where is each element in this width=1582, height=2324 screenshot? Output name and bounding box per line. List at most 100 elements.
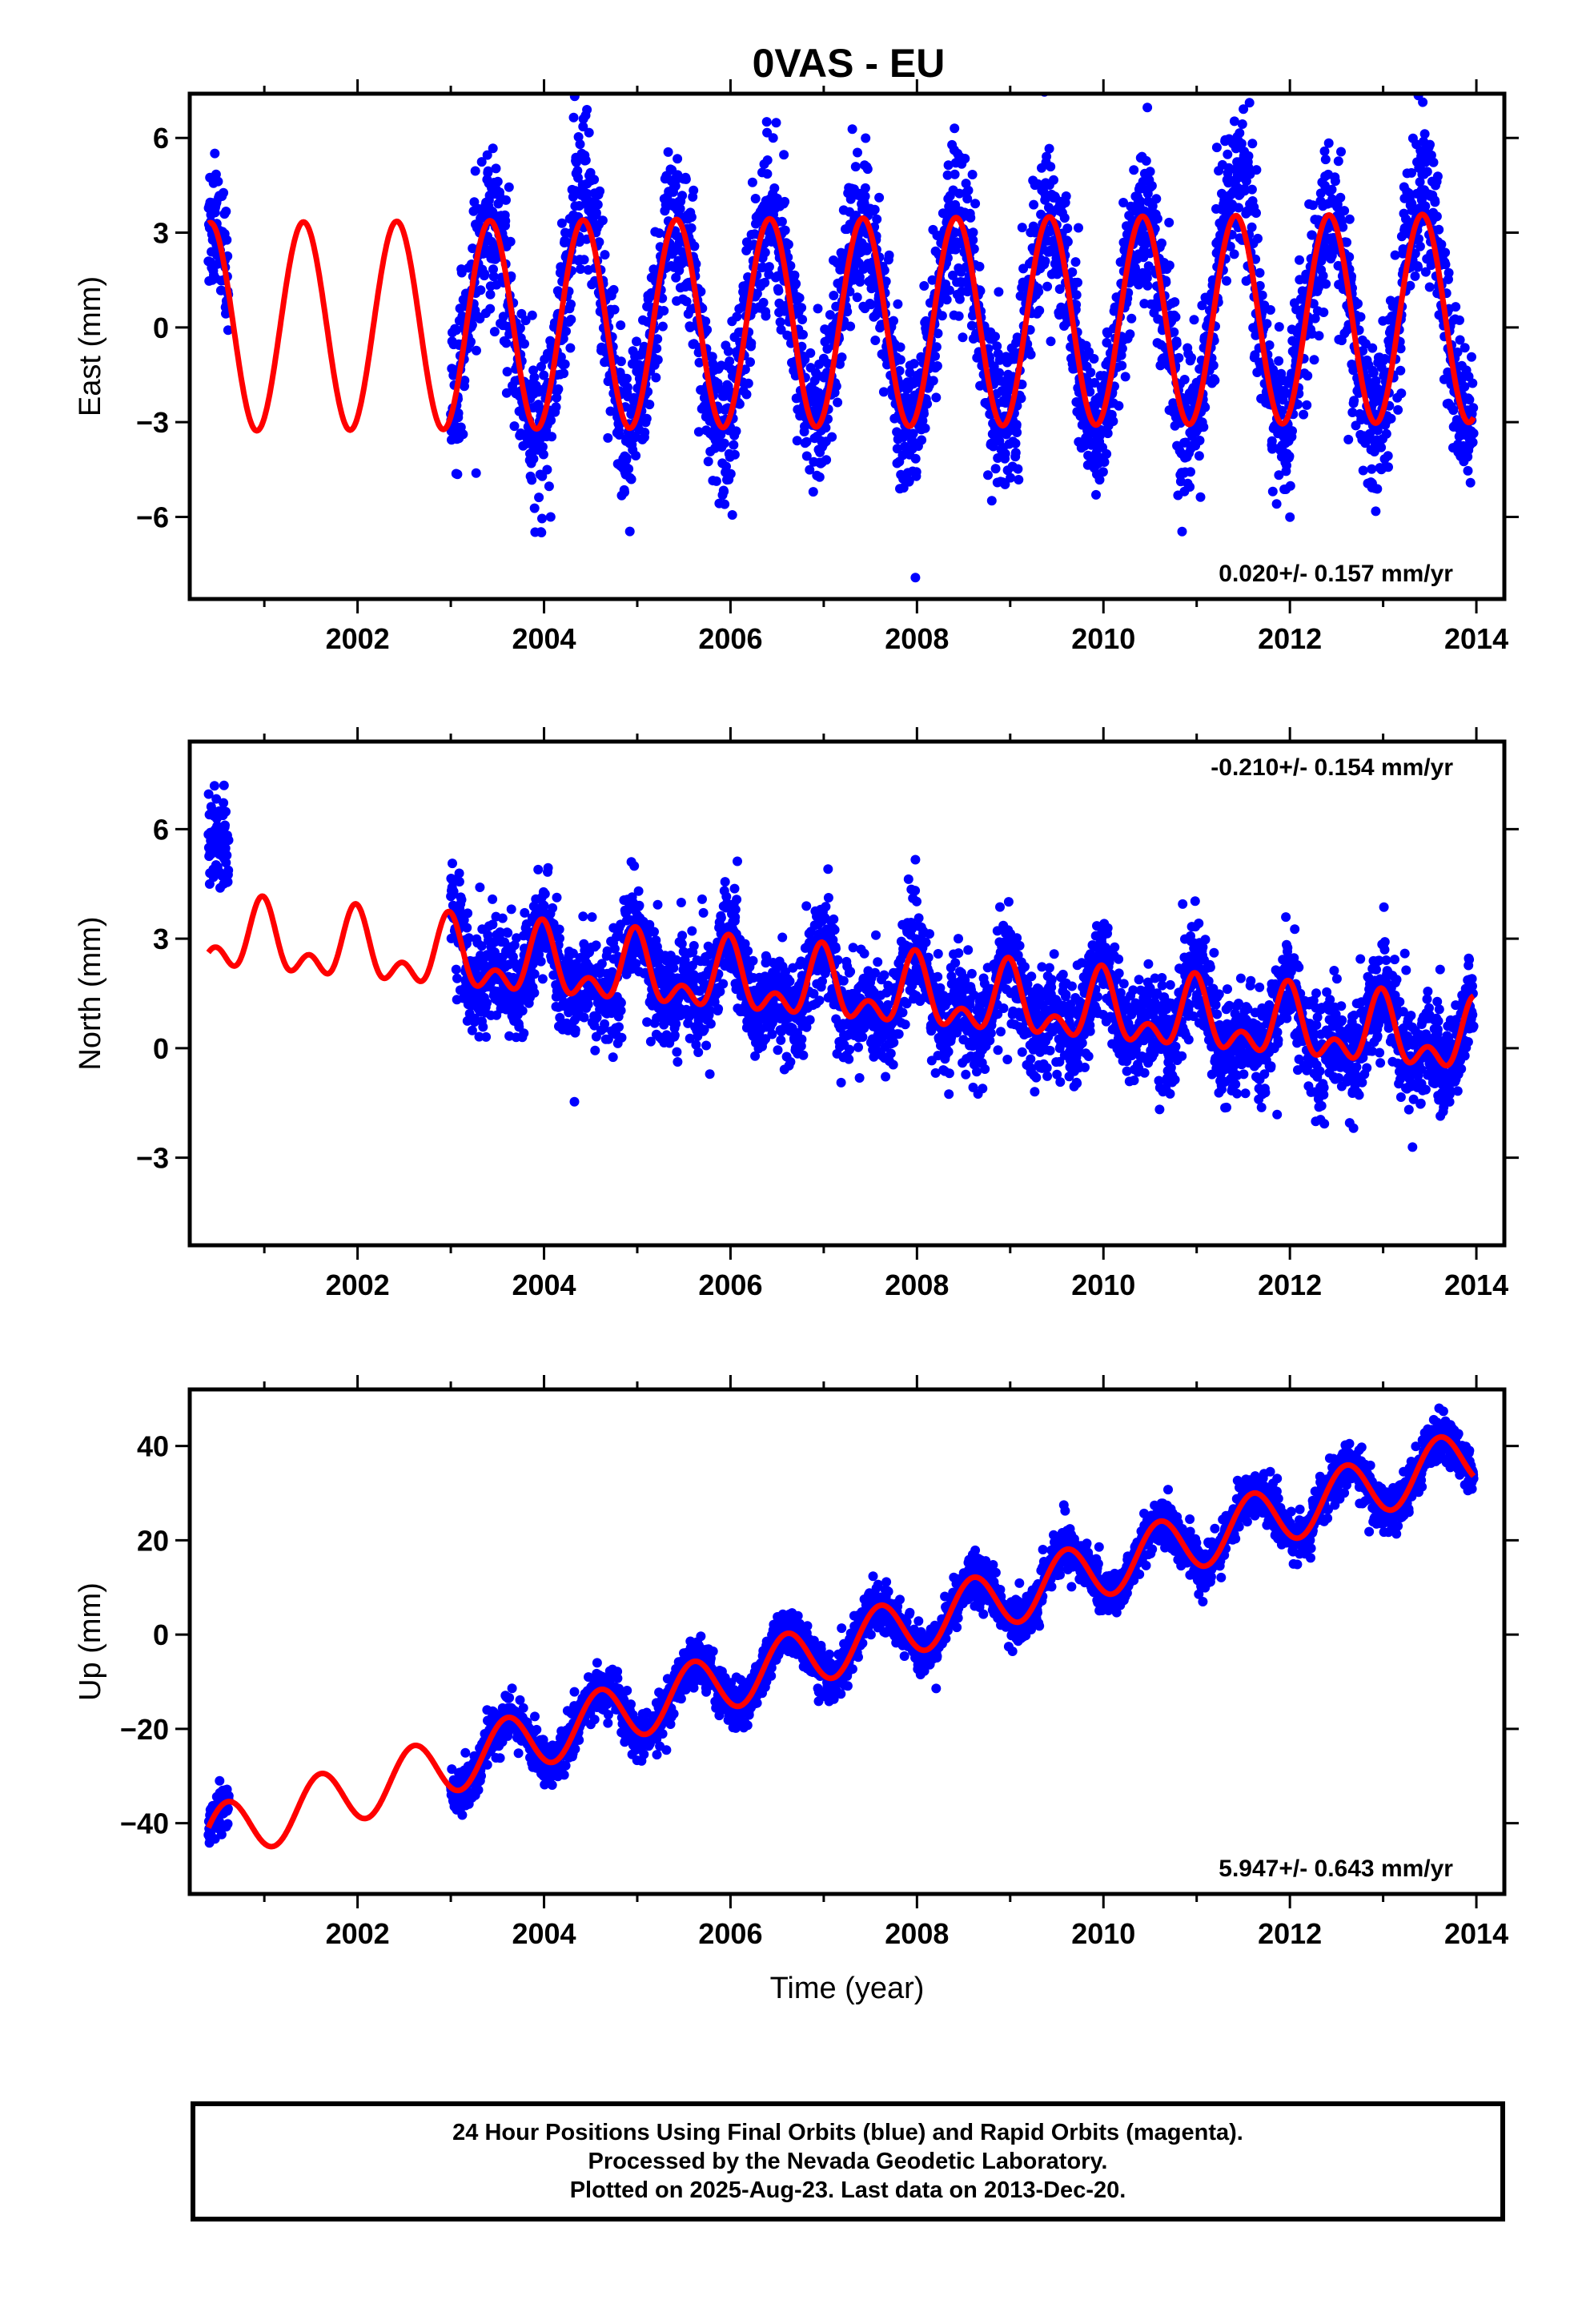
data-point <box>1049 175 1058 185</box>
data-point <box>789 270 800 280</box>
data-point <box>587 912 597 923</box>
data-point <box>707 352 717 362</box>
data-point <box>970 199 981 209</box>
data-point <box>1319 146 1330 156</box>
data-point <box>1200 402 1211 412</box>
data-point <box>1257 290 1267 300</box>
data-point <box>1321 279 1331 289</box>
data-point <box>1125 329 1135 340</box>
data-point <box>663 147 673 157</box>
data-point <box>750 194 761 203</box>
data-point <box>633 886 644 896</box>
data-point <box>733 856 742 866</box>
data-point <box>1250 350 1260 360</box>
data-point <box>911 467 921 477</box>
data-point <box>452 325 462 336</box>
data-point <box>748 955 758 966</box>
data-point <box>626 474 636 485</box>
data-point <box>470 166 480 176</box>
data-point <box>761 117 772 127</box>
data-point <box>680 955 690 965</box>
data-point <box>222 235 232 245</box>
data-point <box>1229 116 1239 127</box>
data-point <box>1262 319 1272 329</box>
data-point <box>1164 217 1174 227</box>
data-point <box>732 312 742 322</box>
data-point <box>1146 181 1157 191</box>
data-point <box>727 510 737 520</box>
data-point <box>762 155 773 165</box>
data-point <box>697 894 707 904</box>
data-point <box>760 247 770 258</box>
data-point <box>872 214 882 224</box>
data-point <box>1225 241 1235 251</box>
data-point <box>1164 260 1174 271</box>
data-point <box>1349 396 1359 406</box>
data-point <box>1424 282 1435 292</box>
data-point <box>603 1034 613 1044</box>
data-point <box>1186 352 1196 363</box>
data-point <box>1405 280 1415 291</box>
data-point <box>1347 408 1358 417</box>
data-point <box>491 163 501 174</box>
data-point <box>776 324 786 335</box>
data-point <box>573 173 583 183</box>
data-point <box>1026 349 1036 360</box>
data-point <box>1396 388 1407 399</box>
data-point <box>870 336 881 345</box>
data-point <box>1195 436 1205 445</box>
data-point <box>1223 163 1234 173</box>
data-point <box>794 293 805 303</box>
data-point <box>1339 206 1350 216</box>
data-point <box>1000 448 1010 459</box>
data-point <box>551 402 561 412</box>
data-point <box>1319 308 1329 317</box>
data-point <box>537 974 548 984</box>
data-point <box>452 469 463 480</box>
data-point <box>1463 465 1473 476</box>
data-point <box>542 464 552 475</box>
data-point <box>1062 223 1073 234</box>
data-point <box>950 123 960 134</box>
data-point <box>1414 234 1423 244</box>
data-point <box>1410 248 1420 259</box>
data-point <box>622 382 632 392</box>
data-point <box>466 336 476 347</box>
data-point <box>1034 305 1045 316</box>
data-point <box>219 187 229 198</box>
data-point <box>1320 155 1331 165</box>
data-point <box>596 959 607 969</box>
data-point <box>1235 128 1245 139</box>
data-point <box>1338 222 1348 232</box>
data-point <box>529 372 540 383</box>
data-point <box>537 442 548 452</box>
data-point <box>798 329 808 340</box>
data-point <box>747 177 757 187</box>
data-point <box>1307 230 1317 240</box>
data-point <box>653 955 664 966</box>
data-point <box>670 181 681 191</box>
data-point <box>853 147 862 158</box>
data-point <box>711 476 721 486</box>
data-point <box>609 304 620 315</box>
data-point <box>963 185 974 195</box>
data-point <box>1189 315 1199 325</box>
data-point <box>910 573 921 583</box>
data-point <box>800 354 810 364</box>
data-point <box>942 170 953 180</box>
chart-title: 0VAS - EU <box>753 41 946 86</box>
data-point <box>592 1012 602 1023</box>
data-point <box>553 384 564 394</box>
data-point <box>592 199 603 210</box>
data-point <box>451 964 461 975</box>
data-point <box>1302 400 1312 410</box>
data-point <box>504 182 514 192</box>
y-tick-label: 0 <box>153 312 169 344</box>
data-point <box>920 423 930 433</box>
data-point <box>520 339 529 349</box>
data-point <box>919 408 929 419</box>
data-point <box>209 781 219 791</box>
data-point <box>725 468 736 479</box>
data-point <box>1267 486 1278 497</box>
data-point <box>743 946 753 956</box>
